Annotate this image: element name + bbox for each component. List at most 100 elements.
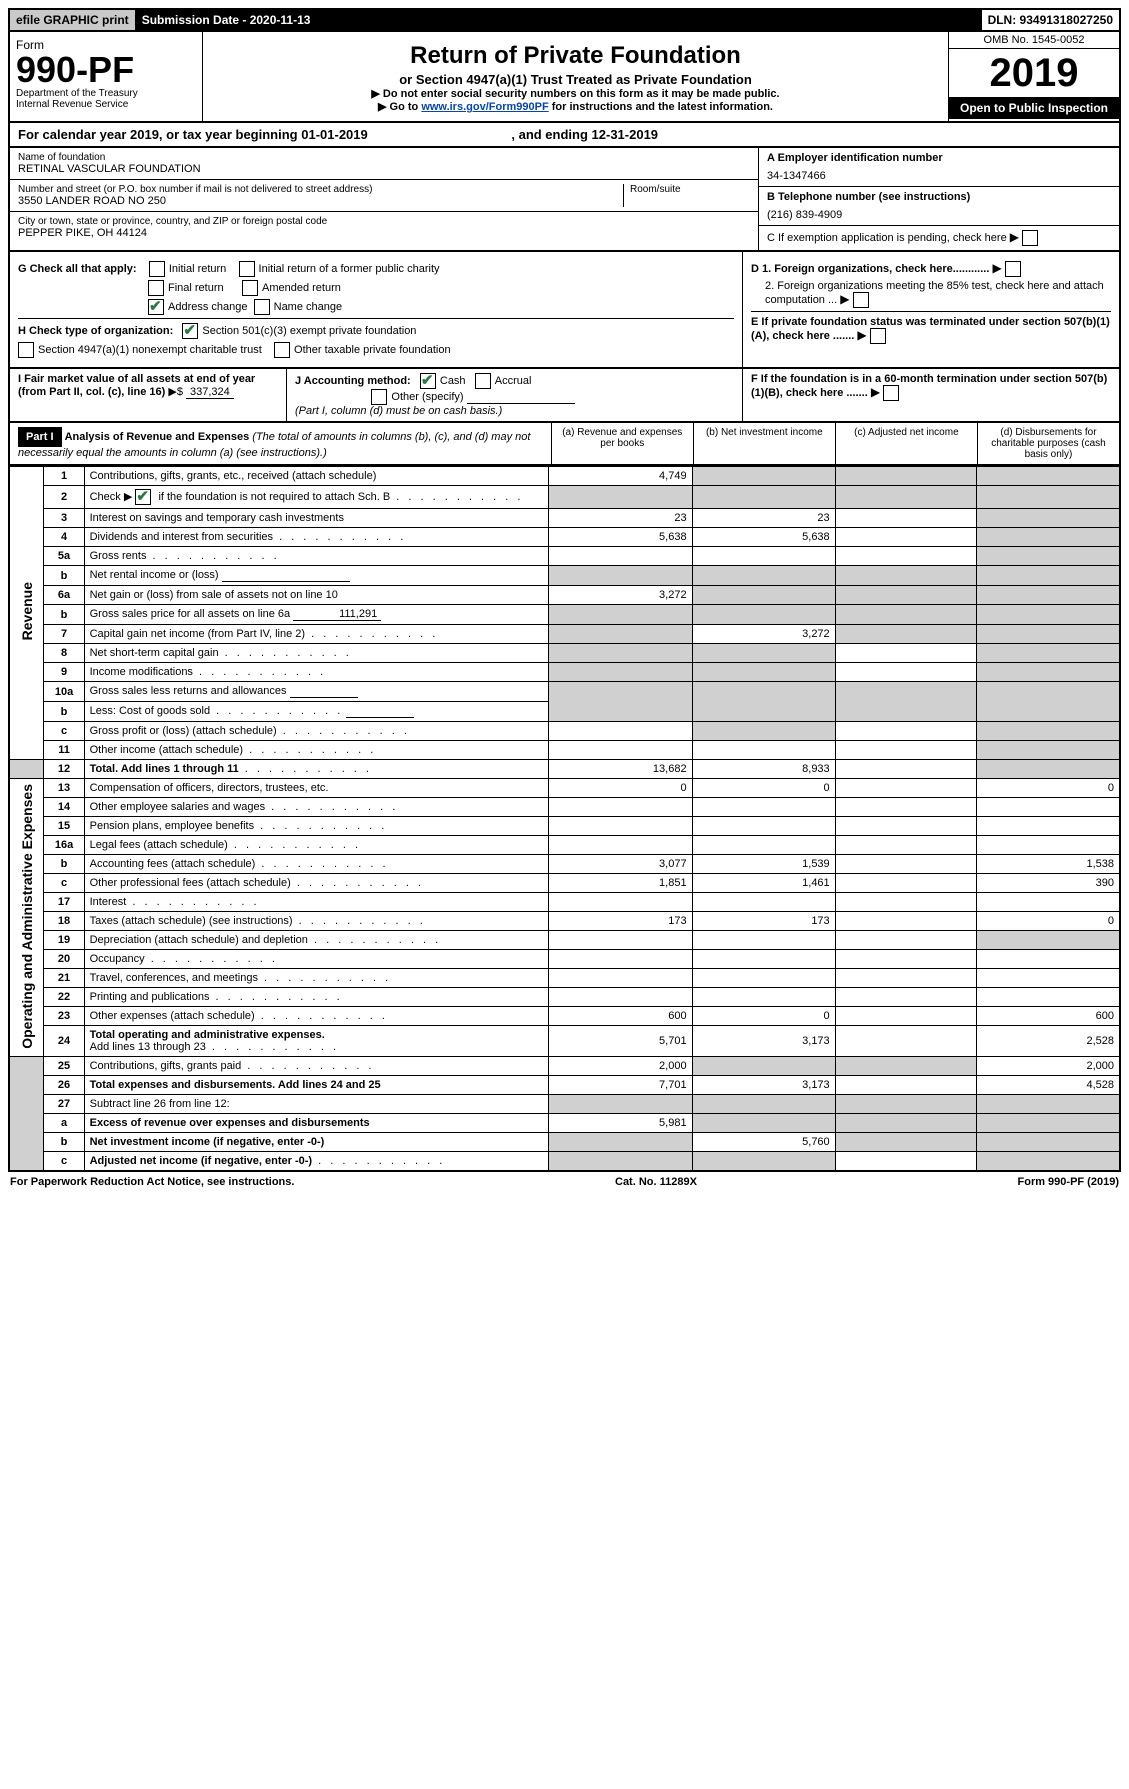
final-checkbox[interactable] [148,280,164,296]
val-a [549,969,693,988]
table-row: 18 Taxes (attach schedule) (see instruct… [9,912,1120,931]
amended-checkbox[interactable] [242,280,258,296]
d2-label: 2. Foreign organizations meeting the 85%… [765,280,1104,306]
val-c [835,467,976,486]
schb-checkbox[interactable] [135,489,151,505]
table-row: 25 Contributions, gifts, grants paid 2,0… [9,1057,1120,1076]
namechange-checkbox[interactable] [254,299,270,315]
line-desc: Contributions, gifts, grants, etc., rece… [84,467,548,486]
table-row: Revenue 1 Contributions, gifts, grants, … [9,467,1120,486]
line-desc: Less: Cost of goods sold [84,702,548,722]
val-c [835,509,976,528]
val-b [692,586,835,605]
part1-title: Analysis of Revenue and Expenses [65,431,250,443]
val-b: 3,173 [692,1076,835,1095]
address-label: Address change [168,301,248,313]
val-b [692,486,835,509]
f-checkbox[interactable] [883,385,899,401]
val-b [692,566,835,586]
table-row: b Gross sales price for all assets on li… [9,605,1120,625]
val-a [549,566,693,586]
initial-former-checkbox[interactable] [239,261,255,277]
val-a [549,625,693,644]
blank-cell [9,760,44,779]
initial-label: Initial return [169,263,226,275]
val-b [692,893,835,912]
val-a [549,722,693,741]
table-row: 11 Other income (attach schedule) [9,741,1120,760]
val-c [835,950,976,969]
cash-checkbox[interactable] [420,373,436,389]
val-c [835,566,976,586]
col-a-head: (a) Revenue and expenses per books [552,423,694,464]
val-a [549,741,693,760]
line-num: c [44,874,84,893]
header-right: OMB No. 1545-0052 2019 Open to Public In… [948,32,1119,121]
line-desc: Taxes (attach schedule) (see instruction… [84,912,548,931]
val-a [549,663,693,682]
val-a [549,547,693,566]
omb-number: OMB No. 1545-0052 [949,32,1119,49]
val-b: 0 [692,1007,835,1026]
c-checkbox[interactable] [1022,230,1038,246]
other-specify-checkbox[interactable] [371,389,387,405]
table-row: 20 Occupancy [9,950,1120,969]
e-checkbox[interactable] [870,328,886,344]
line-num: 10a [44,682,84,702]
d1-checkbox[interactable] [1005,261,1021,277]
initial-former-label: Initial return of a former public charit… [259,263,440,275]
s501-label: Section 501(c)(3) exempt private foundat… [202,325,416,337]
line-num: 18 [44,912,84,931]
address-checkbox[interactable] [148,299,164,315]
header-left: Form 990-PF Department of the Treasury I… [10,32,203,121]
s4947-checkbox[interactable] [18,342,34,358]
val-d [976,741,1120,760]
line-num: 8 [44,644,84,663]
part1-title-cell: Part I Analysis of Revenue and Expenses … [10,423,552,464]
s4947-label: Section 4947(a)(1) nonexempt charitable … [38,344,262,356]
table-row: 21 Travel, conferences, and meetings [9,969,1120,988]
line-desc: Net short-term capital gain [84,644,548,663]
blank-cell [9,1057,44,1172]
val-d: 2,528 [976,1026,1120,1057]
other-tax-checkbox[interactable] [274,342,290,358]
table-row: 6a Net gain or (loss) from sale of asset… [9,586,1120,605]
s501-checkbox[interactable] [182,323,198,339]
expenses-vert-label: Operating and Administrative Expenses [9,779,44,1057]
line-desc: Gross sales price for all assets on line… [84,605,548,625]
e-label: E If private foundation status was termi… [751,316,1110,342]
form-header: Form 990-PF Department of the Treasury I… [8,32,1121,123]
room-label: Room/suite [630,184,750,195]
irs-link[interactable]: www.irs.gov/Form990PF [421,101,548,113]
val-a [549,893,693,912]
table-row: 26 Total expenses and disbursements. Add… [9,1076,1120,1095]
val-a: 0 [549,779,693,798]
val-d [976,950,1120,969]
d1-row: D 1. Foreign organizations, check here..… [751,261,1111,277]
val-d [976,586,1120,605]
line-desc: Pension plans, employee benefits [84,817,548,836]
table-row: 4 Dividends and interest from securities… [9,528,1120,547]
val-b: 3,272 [692,625,835,644]
line-desc: Net rental income or (loss) [84,566,548,586]
val-d [976,1152,1120,1172]
val-a [549,817,693,836]
val-c [835,1076,976,1095]
val-c [835,547,976,566]
j-label: J Accounting method: [295,375,411,387]
val-b [692,969,835,988]
initial-checkbox[interactable] [149,261,165,277]
val-b [692,722,835,741]
page-footer: For Paperwork Reduction Act Notice, see … [8,1172,1121,1192]
accrual-checkbox[interactable] [475,373,491,389]
val-d [976,988,1120,1007]
d2-checkbox[interactable] [853,292,869,308]
val-a [549,1152,693,1172]
city-label: City or town, state or province, country… [18,216,750,227]
val-d: 2,000 [976,1057,1120,1076]
val-d: 0 [976,779,1120,798]
note-url-suffix: for instructions and the latest informat… [549,101,773,113]
val-c [835,817,976,836]
table-row: 3 Interest on savings and temporary cash… [9,509,1120,528]
val-b [692,1114,835,1133]
